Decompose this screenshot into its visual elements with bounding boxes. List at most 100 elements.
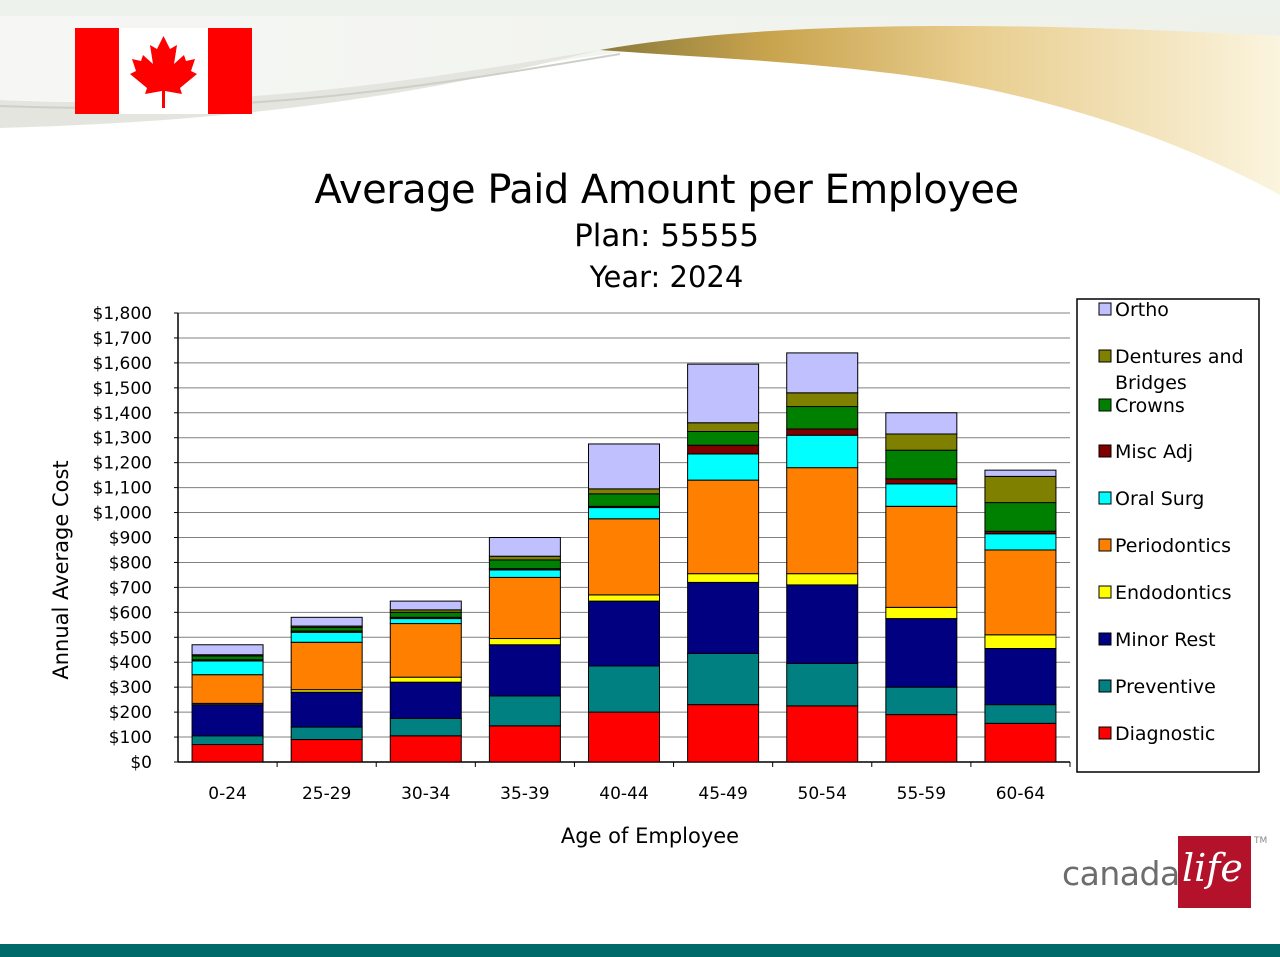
- x-axis-label: Age of Employee: [561, 824, 739, 848]
- y-axis-label: Annual Average Cost: [49, 460, 73, 679]
- legend-swatch: [1098, 585, 1112, 599]
- canada-life-logo: canada life TM: [1062, 836, 1280, 908]
- bar-segment: [687, 581, 760, 654]
- y-tick-label: $500: [109, 628, 152, 648]
- y-tick-label: $700: [109, 578, 152, 598]
- legend-label: Misc Adj: [1115, 441, 1193, 463]
- x-tick-label: 50-54: [798, 784, 847, 804]
- legend-label: Oral Surg: [1115, 488, 1204, 510]
- logo-wordmark: canada: [1062, 854, 1180, 893]
- bar-segment: [389, 618, 462, 625]
- bar-segment: [786, 434, 859, 469]
- bar-segment: [588, 600, 660, 667]
- x-tick-label: 25-29: [302, 784, 351, 804]
- bar-segment: [588, 507, 660, 520]
- bar-segment: [389, 623, 462, 678]
- bar-segment: [191, 660, 264, 676]
- bar-segment: [786, 584, 859, 664]
- bar-segment: [786, 705, 859, 763]
- bar-segment: [588, 594, 660, 602]
- bar-segment: [984, 502, 1057, 532]
- legend-swatch: [1098, 538, 1112, 552]
- bar-segment: [687, 422, 760, 432]
- bar-segment: [191, 644, 264, 656]
- x-tick-label: 55-59: [897, 784, 946, 804]
- bar-segment: [786, 352, 859, 394]
- chart-subtitle-plan: Plan: 55555: [574, 218, 759, 254]
- bar-segment: [687, 573, 760, 583]
- bar-segment: [588, 443, 660, 490]
- bar-segment: [885, 478, 958, 485]
- bar-segment: [786, 428, 859, 436]
- bar-segment: [191, 704, 264, 737]
- bar-segment: [488, 644, 561, 697]
- bar-segment: [984, 475, 1057, 504]
- bar-segment: [687, 363, 760, 424]
- bar-segment: [191, 744, 264, 763]
- bar-segment: [885, 412, 958, 435]
- bar-segment: [984, 469, 1057, 477]
- legend-box: [1076, 298, 1260, 773]
- y-tick-label: $1,400: [93, 404, 152, 424]
- bar-segment: [290, 726, 363, 741]
- bar-segment: [290, 739, 363, 763]
- maple-leaf-icon: [130, 36, 197, 108]
- bar-segment: [588, 488, 660, 495]
- bar-segment: [290, 691, 363, 728]
- x-tick-label: 0-24: [208, 784, 247, 804]
- y-tick-label: $1,200: [93, 454, 152, 474]
- legend-label: Dentures and: [1115, 346, 1244, 368]
- y-tick-label: $900: [109, 529, 152, 549]
- bar-segment: [885, 505, 958, 608]
- chart-subtitle-year: Year: 2024: [589, 260, 744, 294]
- legend-swatch: [1098, 632, 1112, 646]
- bar-segment: [588, 518, 660, 596]
- bar-segment: [885, 714, 958, 763]
- bar-segment: [885, 449, 958, 480]
- bar-segment: [687, 479, 760, 575]
- legend-swatch: [1098, 726, 1112, 740]
- bar-segment: [290, 616, 363, 627]
- bar-segment: [290, 641, 363, 691]
- bar-segment: [687, 430, 760, 446]
- bar-segment: [687, 453, 760, 481]
- y-tick-label: $1,700: [93, 329, 152, 349]
- bar-segment: [885, 483, 958, 507]
- bar-segment: [389, 611, 462, 618]
- legend-swatch: [1098, 679, 1112, 693]
- bar-segment: [191, 674, 264, 704]
- bar-segment: [984, 533, 1057, 551]
- canada-flag: [75, 28, 252, 114]
- x-tick-label: 35-39: [500, 784, 549, 804]
- y-tick-label: $100: [109, 728, 152, 748]
- bar-segment: [786, 392, 859, 408]
- bar-segment: [389, 676, 462, 683]
- bar-segment: [588, 665, 660, 713]
- bar-segment: [984, 648, 1057, 706]
- bar-segment: [488, 576, 561, 640]
- y-tick-label: $400: [109, 653, 152, 673]
- legend-label: Preventive: [1115, 676, 1216, 698]
- legend-label: Crowns: [1115, 395, 1185, 417]
- x-tick-label: 40-44: [599, 784, 648, 804]
- footer-bar: [0, 944, 1280, 957]
- bar-segment: [290, 626, 363, 632]
- logo-script: life: [1182, 846, 1243, 890]
- bar-segment: [488, 537, 561, 557]
- bar-segment: [786, 406, 859, 430]
- bar-segment: [687, 652, 760, 706]
- legend-label: Bridges: [1115, 372, 1187, 394]
- logo-badge: life: [1178, 836, 1251, 908]
- bar-segment: [389, 717, 462, 737]
- legend-swatch: [1098, 349, 1112, 363]
- bar-segment: [588, 711, 660, 763]
- bar-segment: [885, 618, 958, 688]
- chart-title: Average Paid Amount per Employee: [314, 167, 1019, 213]
- y-tick-label: $1,300: [93, 429, 152, 449]
- legend-swatch: [1098, 491, 1112, 505]
- bar-segment: [488, 569, 561, 578]
- bar-segment: [389, 681, 462, 719]
- legend-label: Diagnostic: [1115, 723, 1215, 745]
- x-tick-label: 45-49: [698, 784, 747, 804]
